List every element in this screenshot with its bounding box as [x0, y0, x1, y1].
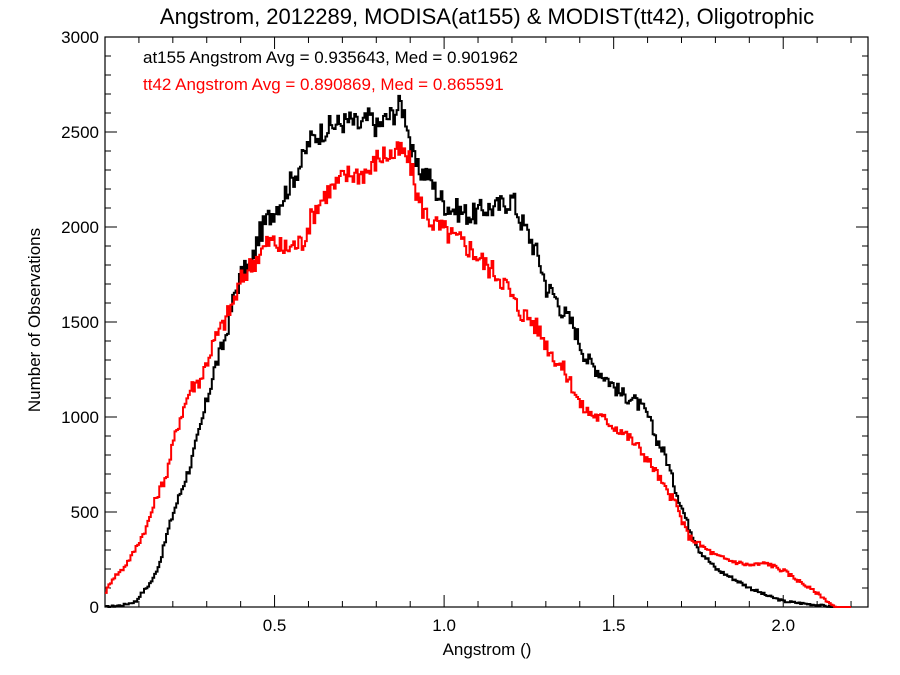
chart-title: Angstrom, 2012289, MODISA(at155) & MODIS… — [160, 4, 814, 29]
x-tick-label: 1.0 — [432, 616, 456, 635]
annotation-tt42: tt42 Angstrom Avg = 0.890869, Med = 0.86… — [143, 75, 504, 94]
series-line-black — [105, 94, 852, 608]
y-tick-label: 500 — [71, 503, 99, 522]
annotation-at155: at155 Angstrom Avg = 0.935643, Med = 0.9… — [143, 48, 518, 67]
y-tick-label: 1500 — [61, 313, 99, 332]
y-tick-label: 2000 — [61, 218, 99, 237]
y-tick-label: 2500 — [61, 123, 99, 142]
x-tick-label: 1.5 — [602, 616, 626, 635]
series-line-red — [105, 141, 852, 608]
x-axis-label: Angstrom () — [443, 640, 532, 659]
x-tick-label: 2.0 — [771, 616, 795, 635]
axis-ticks: 0.5 1.0 1.5 2.0 0 500 1000 1500 2000 2500 3000 — [61, 28, 868, 635]
x-tick-label: 0.5 — [263, 616, 287, 635]
y-tick-label: 1000 — [61, 408, 99, 427]
y-tick-label: 0 — [90, 598, 99, 617]
y-tick-label: 3000 — [61, 28, 99, 47]
series-lines — [105, 94, 852, 608]
y-axis-label: Number of Observations — [25, 228, 44, 412]
